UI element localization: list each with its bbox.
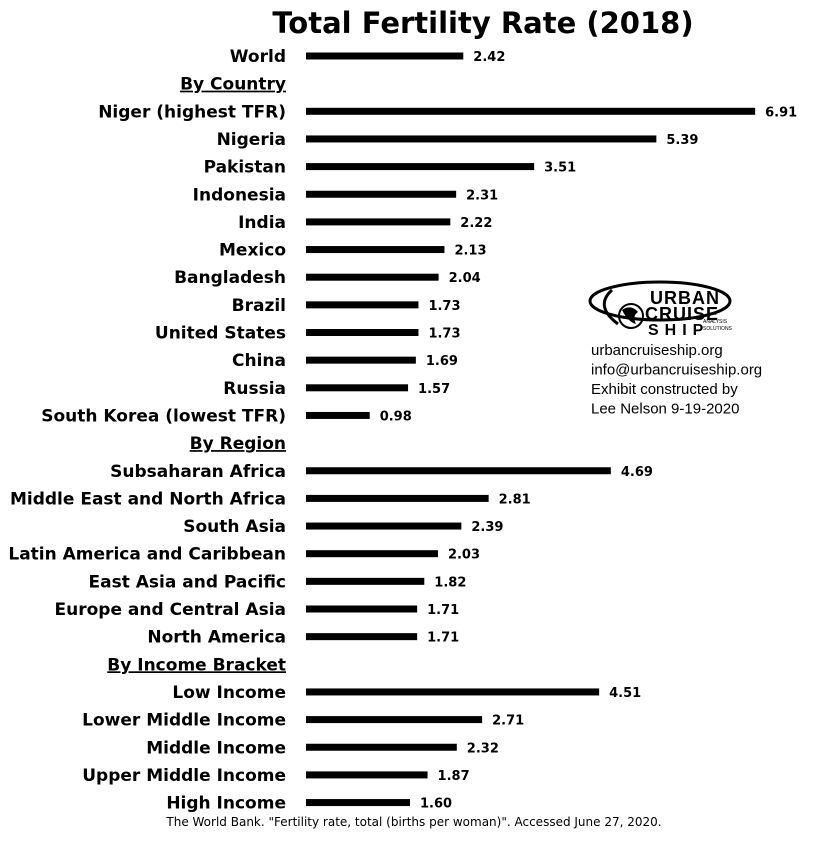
- category-label-north-america: North America: [147, 628, 286, 648]
- value-label-south-asia: 2.39: [471, 520, 503, 535]
- value-label-east-asia-and-pacific: 1.82: [434, 575, 466, 590]
- info-line-1: urbancruiseship.org: [591, 342, 723, 359]
- category-label-lower-middle-income: Lower Middle Income: [82, 711, 286, 731]
- category-label-south-asia: South Asia: [183, 517, 286, 537]
- category-label-south-korea-lowest-tfr: South Korea (lowest TFR): [41, 406, 286, 426]
- value-label-russia: 1.57: [418, 382, 450, 397]
- info-line-3: Exhibit constructed by: [591, 381, 738, 398]
- category-label-world: World: [230, 47, 286, 67]
- value-label-brazil: 1.73: [428, 299, 460, 314]
- category-label-mexico: Mexico: [219, 241, 286, 261]
- category-label-middle-east-and-north-africa: Middle East and North Africa: [10, 489, 286, 509]
- value-label-world: 2.42: [473, 50, 505, 65]
- category-label-bangladesh: Bangladesh: [174, 268, 286, 288]
- info-line-4: Lee Nelson 9-19-2020: [591, 401, 739, 418]
- globe-continent-shape: [622, 307, 638, 324]
- logo-word-urban: URBAN: [650, 288, 720, 308]
- bar-europe-and-central-asia: [306, 605, 418, 613]
- bar-china: [306, 356, 416, 364]
- bar-mexico: [306, 246, 445, 254]
- bar-bangladesh: [306, 273, 439, 281]
- category-label-middle-income: Middle Income: [146, 738, 286, 758]
- bar-low-income: [306, 688, 600, 696]
- bar-niger-highest-tfr: [306, 107, 756, 115]
- value-label-mexico: 2.13: [454, 244, 486, 259]
- bar-middle-income: [306, 743, 457, 751]
- bar-north-america: [306, 633, 418, 641]
- category-label-nigeria: Nigeria: [217, 130, 286, 150]
- bar-world: [306, 52, 464, 60]
- category-label-upper-middle-income: Upper Middle Income: [82, 766, 286, 786]
- bar-south-asia: [306, 522, 462, 530]
- category-label-niger-highest-tfr: Niger (highest TFR): [98, 102, 286, 122]
- value-label-low-income: 4.51: [609, 686, 641, 701]
- category-label-pakistan: Pakistan: [204, 158, 286, 178]
- section-header-by-region: By Region: [190, 434, 286, 454]
- value-label-nigeria: 5.39: [666, 133, 698, 148]
- section-header-by-country: By Country: [180, 75, 286, 95]
- value-label-middle-income: 2.32: [467, 741, 499, 756]
- bar-russia: [306, 384, 409, 392]
- logo-small-solutions: SOLUTIONS: [703, 326, 733, 332]
- info-block: urbancruiseship.org info@urbancruiseship.…: [591, 342, 762, 418]
- value-label-south-korea-lowest-tfr: 0.98: [380, 409, 412, 424]
- bar-indonesia: [306, 190, 457, 198]
- category-label-united-states: United States: [155, 324, 286, 344]
- category-label-subsaharan-africa: Subsaharan Africa: [110, 462, 286, 482]
- bar-pakistan: [306, 163, 535, 171]
- bar-middle-east-and-north-africa: [306, 494, 489, 502]
- logo-word-cruise: CRUISE: [645, 304, 719, 324]
- value-label-china: 1.69: [426, 354, 458, 369]
- bar-upper-middle-income: [306, 771, 428, 779]
- bar-lower-middle-income: [306, 716, 483, 724]
- value-label-north-america: 1.71: [427, 631, 459, 646]
- bar-india: [306, 218, 451, 226]
- category-label-china: China: [232, 351, 286, 371]
- bar-subsaharan-africa: [306, 467, 611, 475]
- bar-latin-america-and-caribbean: [306, 550, 438, 558]
- bar-high-income: [306, 799, 410, 807]
- value-label-europe-and-central-asia: 1.71: [427, 603, 459, 618]
- bar-south-korea-lowest-tfr: [306, 411, 370, 419]
- category-label-east-asia-and-pacific: East Asia and Pacific: [89, 572, 286, 592]
- category-label-europe-and-central-asia: Europe and Central Asia: [55, 600, 286, 620]
- value-label-pakistan: 3.51: [544, 161, 576, 176]
- bar-brazil: [306, 301, 419, 309]
- section-header-by-income-bracket: By Income Bracket: [107, 655, 286, 675]
- globe-icon: [618, 303, 644, 329]
- chart-source: The World Bank. "Fertility rate, total (…: [165, 815, 661, 829]
- value-label-upper-middle-income: 1.87: [438, 769, 470, 784]
- info-line-2: info@urbancruiseship.org: [591, 362, 762, 379]
- logo-swoosh-shape: [602, 288, 619, 326]
- value-label-latin-america-and-caribbean: 2.03: [448, 548, 480, 563]
- chart-title: Total Fertility Rate (2018): [272, 6, 693, 40]
- category-label-indonesia: Indonesia: [193, 185, 286, 205]
- value-label-high-income: 1.60: [420, 797, 452, 812]
- category-label-low-income: Low Income: [172, 683, 286, 703]
- category-label-latin-america-and-caribbean: Latin America and Caribbean: [8, 545, 286, 565]
- chart-rows: World 2.42 By Country Niger (highest TFR) 6.…: [8, 47, 797, 814]
- value-label-united-states: 1.73: [428, 327, 460, 342]
- bar-united-states: [306, 329, 419, 336]
- value-label-india: 2.22: [460, 216, 492, 231]
- value-label-niger-highest-tfr: 6.91: [765, 105, 797, 120]
- bar-nigeria: [306, 135, 657, 143]
- value-label-subsaharan-africa: 4.69: [621, 465, 653, 480]
- value-label-middle-east-and-north-africa: 2.81: [499, 492, 531, 507]
- category-label-russia: Russia: [223, 379, 286, 399]
- logo-small-analysis: ANALYSIS: [703, 319, 728, 325]
- logo-ring-shape: [588, 280, 732, 322]
- category-label-high-income: High Income: [166, 794, 286, 814]
- value-label-bangladesh: 2.04: [449, 271, 481, 286]
- value-label-indonesia: 2.31: [466, 188, 498, 203]
- category-label-brazil: Brazil: [232, 296, 286, 316]
- value-label-lower-middle-income: 2.71: [492, 714, 524, 729]
- category-label-india: India: [238, 213, 286, 233]
- bar-east-asia-and-pacific: [306, 577, 425, 585]
- logo-word-ship: SHIP: [648, 322, 709, 339]
